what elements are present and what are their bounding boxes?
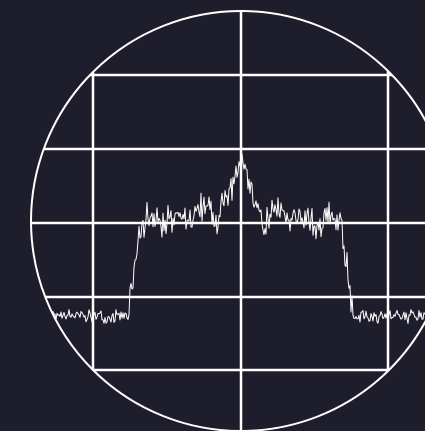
signal-trace-envelope [45, 158, 425, 328]
signal-trace [44, 153, 425, 324]
scope-bezel [30, 10, 425, 431]
